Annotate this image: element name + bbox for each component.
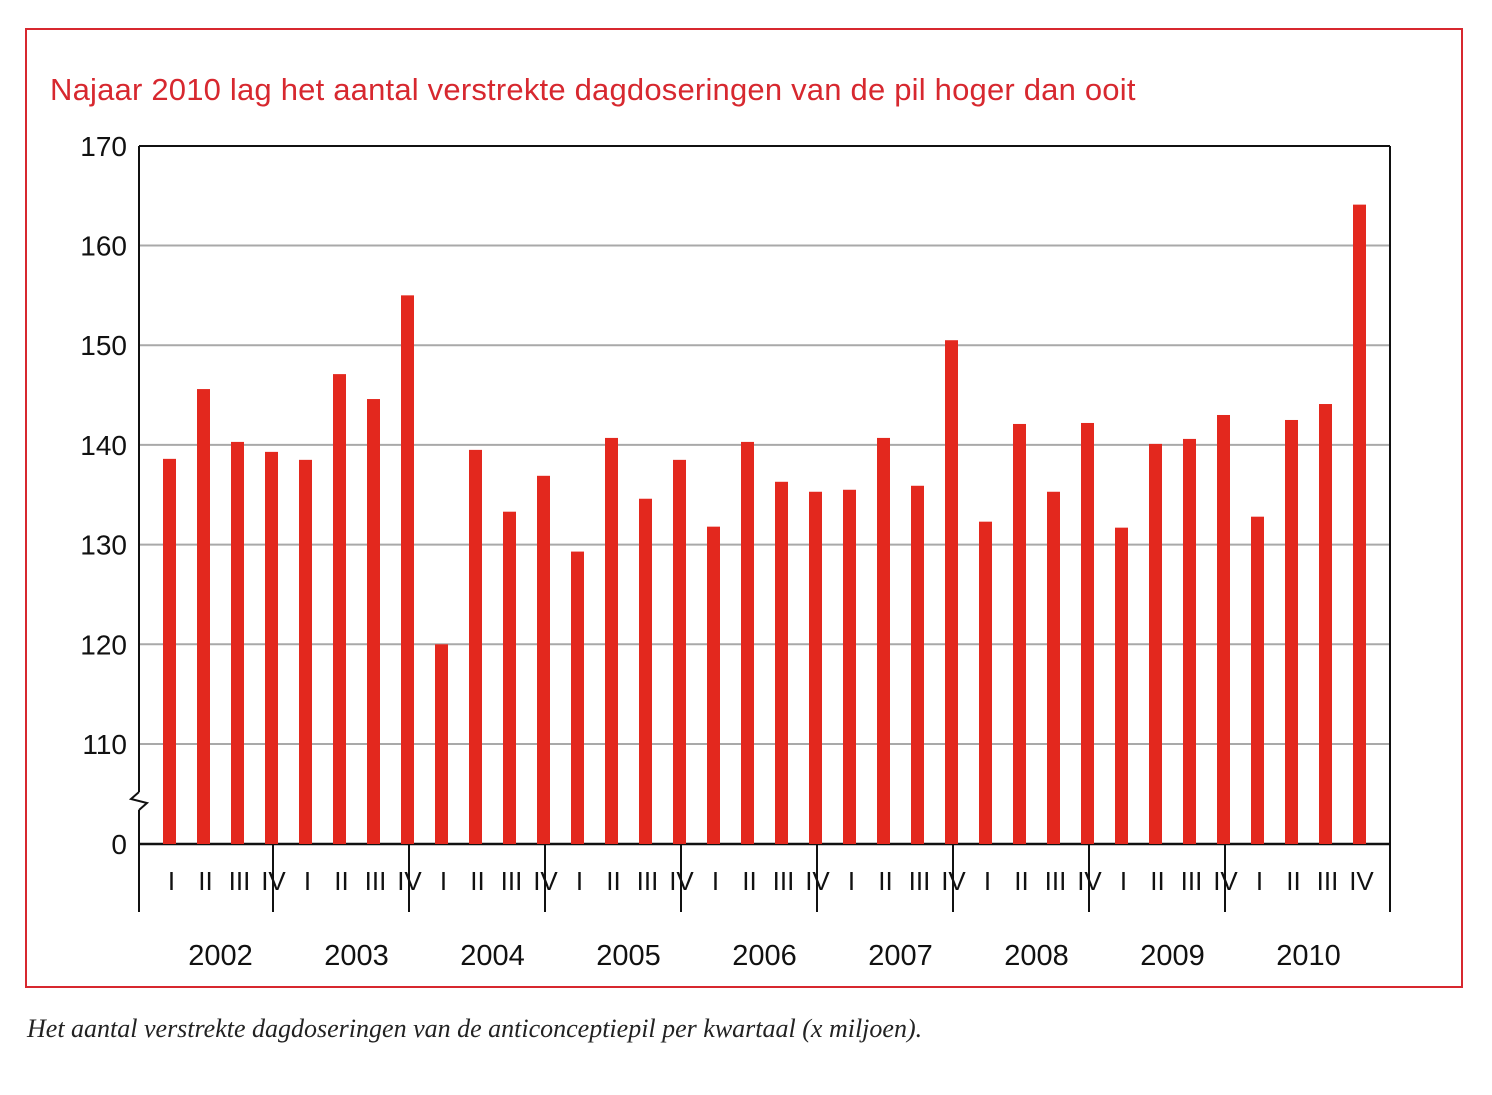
quarter-label: IV: [1077, 866, 1102, 896]
quarter-label: II: [470, 866, 484, 896]
bar: [1149, 443, 1162, 844]
quarter-label: I: [304, 866, 311, 896]
year-label: 2007: [868, 940, 933, 972]
bar: [1013, 423, 1026, 844]
quarter-label: I: [1120, 866, 1127, 896]
year-label: 2009: [1140, 940, 1205, 972]
bar: [605, 437, 618, 844]
quarter-label: II: [1014, 866, 1028, 896]
y-tick-label: 150: [80, 330, 127, 361]
quarter-label: I: [1256, 866, 1263, 896]
quarter-label: II: [1286, 866, 1300, 896]
quarter-label: III: [1317, 866, 1339, 896]
quarter-label: III: [637, 866, 659, 896]
bar: [401, 295, 414, 845]
quarter-label: III: [501, 866, 523, 896]
year-label: 2005: [596, 940, 661, 972]
quarter-label: I: [984, 866, 991, 896]
bar: [299, 459, 312, 844]
quarter-label: III: [1045, 866, 1067, 896]
bar: [163, 458, 176, 844]
chart-caption: Het aantal verstrekte dagdoseringen van …: [27, 1014, 923, 1043]
year-label: 2008: [1004, 940, 1069, 972]
year-label: 2004: [460, 940, 525, 972]
quarter-label: IV: [397, 866, 422, 896]
quarter-label: II: [1150, 866, 1164, 896]
quarter-label: IV: [1213, 866, 1238, 896]
year-label: 2010: [1276, 940, 1341, 972]
quarter-label: IV: [805, 866, 830, 896]
bar: [1081, 422, 1094, 844]
bar: [979, 521, 992, 844]
quarter-label: III: [1181, 866, 1203, 896]
quarter-label: I: [712, 866, 719, 896]
chart-title: Najaar 2010 lag het aantal verstrekte da…: [50, 72, 1136, 107]
quarter-label: II: [334, 866, 348, 896]
bar: [843, 489, 856, 844]
bar: [367, 399, 380, 844]
quarter-label: II: [198, 866, 212, 896]
quarter-label: I: [576, 866, 583, 896]
bar: [333, 374, 346, 844]
bar: [741, 441, 754, 844]
quarter-label: IV: [1349, 866, 1374, 896]
quarter-label: I: [168, 866, 175, 896]
quarter-label: I: [848, 866, 855, 896]
y-tick-label: 170: [80, 131, 127, 162]
bar: [503, 511, 516, 844]
bar: [1115, 527, 1128, 844]
bar: [775, 481, 788, 844]
bar-chart: 0 110 120 130 140 150 160 170 2002 2003 2004 2005 20…: [80, 131, 1391, 972]
y-tick-label: 120: [80, 629, 127, 660]
quarter-label: III: [365, 866, 387, 896]
bar: [707, 526, 720, 844]
axis-break-mark: [128, 791, 150, 811]
quarter-label: I: [440, 866, 447, 896]
year-label: 2006: [732, 940, 797, 972]
bar: [809, 491, 822, 844]
y-tick-label: 160: [80, 231, 127, 262]
y-tick-label: 0: [111, 829, 127, 860]
quarter-label: IV: [669, 866, 694, 896]
quarter-label: II: [606, 866, 620, 896]
quarter-label: III: [773, 866, 795, 896]
bar: [1183, 438, 1196, 844]
bar: [265, 451, 278, 844]
bar: [231, 441, 244, 844]
bar: [945, 340, 958, 844]
y-tick-label: 110: [82, 729, 127, 760]
quarter-label: II: [878, 866, 892, 896]
bar: [1047, 491, 1060, 844]
chart-frame: [25, 28, 1463, 988]
bar: [1319, 404, 1332, 844]
year-label: 2003: [324, 940, 389, 972]
quarter-label: III: [229, 866, 251, 896]
quarter-label: III: [909, 866, 931, 896]
bar: [469, 449, 482, 844]
bar: [537, 475, 550, 844]
bar: [639, 498, 652, 844]
bar: [197, 389, 210, 844]
quarter-label: IV: [533, 866, 558, 896]
quarter-label: II: [742, 866, 756, 896]
bar: [1285, 419, 1298, 844]
quarter-label: IV: [261, 866, 286, 896]
y-tick-label: 130: [80, 530, 127, 561]
bar: [673, 459, 686, 844]
bar: [911, 485, 924, 844]
quarter-label: IV: [941, 866, 966, 896]
year-label: 2002: [188, 940, 253, 972]
bar: [1217, 414, 1230, 844]
bar: [877, 437, 890, 844]
bar: [435, 644, 448, 844]
bar: [1353, 204, 1366, 845]
y-tick-label: 140: [80, 430, 127, 461]
bar: [1251, 516, 1264, 844]
bar: [571, 551, 584, 844]
